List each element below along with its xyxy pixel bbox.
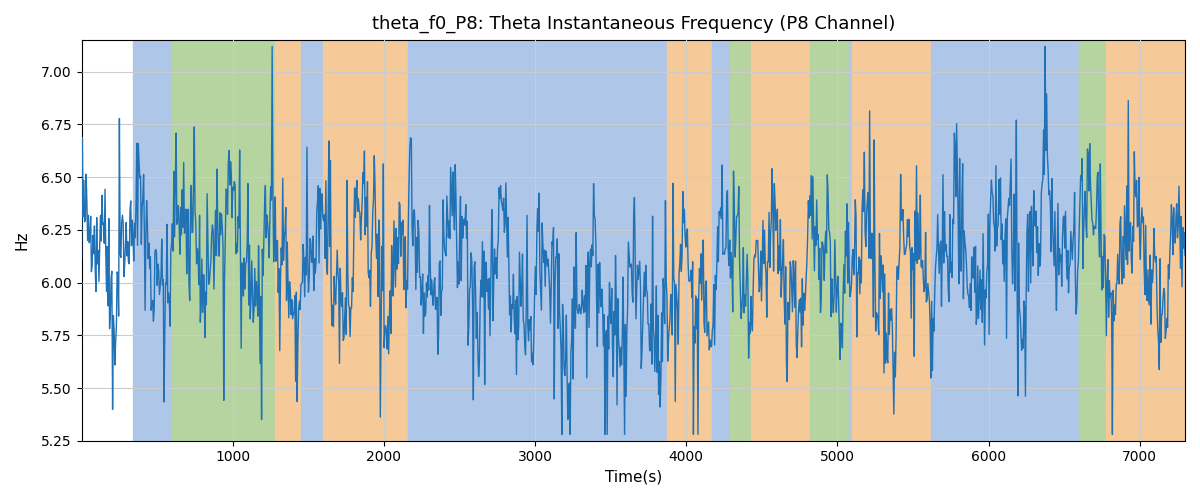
Bar: [301, 40, 324, 440]
Bar: [810, 40, 850, 440]
Bar: [324, 40, 408, 440]
Bar: [408, 40, 666, 440]
Bar: [1106, 40, 1184, 440]
Bar: [666, 40, 712, 440]
Bar: [751, 40, 810, 440]
Bar: [133, 40, 173, 440]
Bar: [850, 40, 852, 440]
Bar: [712, 40, 730, 440]
Bar: [852, 40, 931, 440]
Bar: [275, 40, 301, 440]
Bar: [931, 40, 1079, 440]
Bar: [730, 40, 751, 440]
Bar: [173, 40, 275, 440]
Bar: [1079, 40, 1106, 440]
Title: theta_f0_P8: Theta Instantaneous Frequency (P8 Channel): theta_f0_P8: Theta Instantaneous Frequen…: [372, 15, 895, 34]
X-axis label: Time(s): Time(s): [605, 470, 662, 485]
Y-axis label: Hz: Hz: [14, 230, 30, 250]
